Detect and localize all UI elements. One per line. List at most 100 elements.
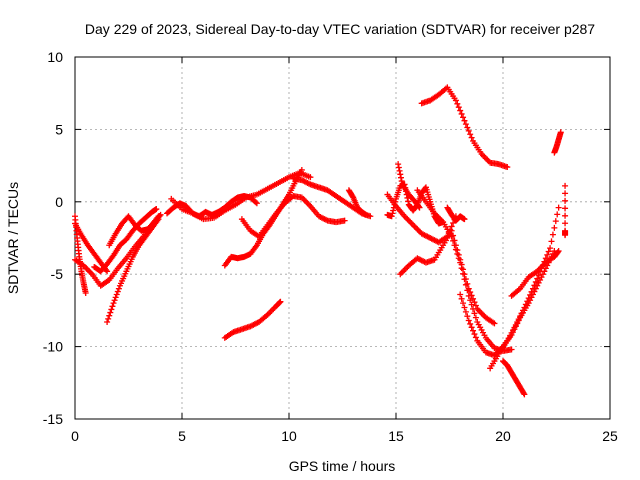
data-point [470,305,477,312]
data-series [221,298,284,341]
data-point [491,320,498,327]
data-series [551,129,564,156]
data-point [397,174,404,181]
x-tick-label: 20 [495,428,511,444]
data-point [537,265,544,272]
data-point [104,268,111,275]
data-point [532,278,539,285]
data-point [416,204,423,211]
data-point [398,269,405,276]
data-point [397,271,404,278]
data-point [544,251,551,258]
data-point [464,280,471,287]
data-series [414,187,515,354]
data-series [221,166,305,269]
data-point [472,334,479,341]
data-point [404,216,411,223]
data-point [551,224,558,231]
data-point [106,312,113,319]
x-tick-labels: 0 5 10 15 20 25 [71,428,618,444]
data-point [460,270,467,277]
data-point [448,227,455,234]
data-point [461,276,468,283]
data-point [527,291,534,298]
data-point [557,129,564,136]
data-point [156,213,163,220]
data-point [415,227,422,234]
data-point [515,316,522,323]
data-point [462,308,469,315]
data-point [252,199,259,206]
y-tick-label: 0 [55,194,63,210]
data-point [461,216,468,223]
data-point [396,167,403,174]
data-point [411,223,418,230]
data-point [451,242,458,249]
data-point [464,124,471,131]
data-point [115,285,122,292]
data-point [504,164,511,171]
data-point [529,285,536,292]
grid-lines [75,57,610,419]
data-series [345,187,370,218]
data-point [464,287,471,294]
y-tick-label: -10 [43,339,63,355]
x-axis-label: GPS time / hours [289,458,396,474]
data-point [467,320,474,327]
data-point [458,295,465,302]
data-point [547,245,554,252]
data-series [104,216,162,325]
plot-frame [74,56,611,420]
data-point [491,352,498,359]
data-point [341,217,348,224]
data-point [467,131,474,138]
axis-ticks [74,56,611,420]
data-point [471,310,478,317]
data-point [390,207,397,214]
y-tick-labels: -15 -10 -5 0 5 10 [43,49,63,427]
data-point [562,197,569,204]
data-point [465,127,472,134]
x-tick-label: 5 [178,428,186,444]
data-point [562,205,569,212]
data-point [415,203,422,210]
data-point [405,217,412,224]
data-point [267,308,274,315]
data-point [111,297,118,304]
data-point [475,307,482,314]
data-point [520,390,527,397]
data-point [400,268,407,275]
data-point [270,305,277,312]
data-point [522,301,529,308]
data-point [470,295,477,302]
data-series [418,84,511,171]
data-series [500,358,528,398]
data-point [414,226,421,233]
data-point [298,194,305,201]
data-point [471,331,478,338]
data-point [448,233,455,240]
data-point [555,248,562,255]
data-point [412,224,419,231]
data-point [484,156,491,163]
data-point [305,201,312,208]
data-point [539,262,546,269]
data-point [298,166,305,173]
data-point [514,318,521,325]
data-point [388,213,395,220]
data-point [455,255,462,262]
data-series [444,204,468,224]
data-point [408,220,415,227]
data-point [461,304,468,311]
data-point [465,317,472,324]
data-point [87,269,94,276]
data-point [467,297,474,304]
data-point [108,306,115,313]
data-point [465,292,472,299]
data-point [113,291,120,298]
data-point [531,282,538,289]
data-point [528,288,535,295]
data-point [525,295,532,302]
data-point [462,281,469,288]
